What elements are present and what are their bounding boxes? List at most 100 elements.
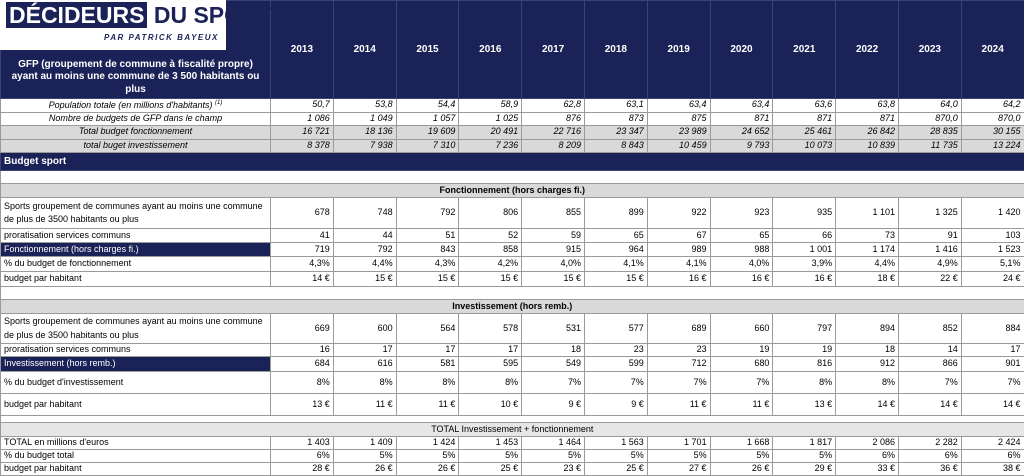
value-cell: 18 — [835, 343, 899, 357]
row-label: % du budget d'investissement — [0, 371, 271, 394]
value-cell: 20 491 — [458, 125, 523, 140]
value-cell: 680 — [709, 356, 774, 372]
value-cell: 1 817 — [772, 436, 837, 450]
value-cell: 54,4 — [395, 98, 460, 113]
value-cell: 549 — [521, 356, 585, 372]
value-cell: 15 € — [521, 271, 585, 287]
value-cell: 25 461 — [772, 125, 837, 140]
value-cell: 33 € — [835, 462, 899, 476]
value-cell: 18 — [521, 343, 585, 357]
value-cell: 65 — [709, 228, 774, 243]
value-cell: 5% — [521, 449, 585, 463]
value-cell: 912 — [835, 356, 899, 372]
value-cell: 1 424 — [395, 436, 460, 450]
value-cell: 3,9% — [772, 256, 837, 272]
value-cell: 14 — [897, 343, 962, 357]
row-label-text: Nombre de budgets de GFP dans le champ — [48, 112, 223, 123]
row-label-text: Population totale (en millions d'habitan… — [48, 99, 213, 110]
investissement-row: Investissement (hors remb.) 684 616 581 595 5… — [0, 356, 1024, 372]
value-cell: 595 — [458, 356, 523, 372]
value-cell: 10 839 — [835, 138, 899, 153]
value-cell: 4,2% — [458, 256, 523, 272]
value-cell: 6% — [897, 449, 962, 463]
value-cell: 578 — [458, 313, 523, 344]
value-cell: 599 — [583, 356, 648, 372]
value-cell: 22 € — [897, 271, 962, 287]
value-cell: 11 735 — [897, 138, 962, 153]
value-cell: 719 — [270, 242, 334, 257]
row-label: % du budget total — [0, 449, 271, 463]
value-cell: 17 — [395, 343, 460, 357]
value-cell: 15 € — [458, 271, 523, 287]
value-cell: 26 842 — [835, 125, 899, 140]
value-cell: 11 € — [646, 393, 711, 416]
brand-logo: DÉCIDEURS DU SPORT PAR PATRICK BAYEUX — [0, 0, 273, 50]
value-cell: 792 — [395, 197, 460, 229]
value-cell: 792 — [332, 242, 397, 257]
value-cell: 15 € — [583, 271, 648, 287]
value-cell: 63,8 — [835, 98, 899, 113]
value-cell: 689 — [646, 313, 711, 344]
value-cell: 38 € — [960, 462, 1024, 476]
value-cell: 1 453 — [458, 436, 523, 450]
value-cell: 5% — [395, 449, 460, 463]
investissement-row: proratisation services communs 16 17 17 17 18… — [0, 343, 1024, 357]
value-cell: 63,1 — [583, 98, 648, 113]
year-header: 2023 — [897, 0, 962, 99]
value-cell: 103 — [960, 228, 1024, 243]
value-cell: 28 835 — [897, 125, 962, 140]
value-cell: 1 416 — [897, 242, 962, 257]
fonctionnement-row: Sports groupement de communes ayant au m… — [0, 197, 1024, 229]
value-cell: 4,9% — [897, 256, 962, 272]
value-cell: 577 — [583, 313, 648, 344]
value-cell: 51 — [395, 228, 460, 243]
fonctionnement-row: budget par habitant 14 €15 €15 €15 €15 €1… — [0, 271, 1024, 287]
value-cell: 797 — [772, 313, 837, 344]
value-cell: 73 — [835, 228, 899, 243]
year-header: 2019 — [646, 0, 711, 99]
header-row: GFP (groupement de commune à fiscalité p… — [0, 0, 1024, 99]
value-cell: 855 — [521, 197, 585, 229]
value-cell: 11 € — [709, 393, 774, 416]
value-cell: 5% — [646, 449, 711, 463]
value-cell: 1 403 — [270, 436, 334, 450]
value-cell: 11 € — [395, 393, 460, 416]
context-row: Total budget fonctionnement 16 721 18 136 1… — [0, 125, 1024, 140]
value-cell: 7 938 — [332, 138, 397, 153]
value-cell: 1 420 — [960, 197, 1024, 229]
year-header: 2018 — [583, 0, 648, 99]
year-header: 2021 — [772, 0, 837, 99]
value-cell: 19 609 — [395, 125, 460, 140]
value-cell: 923 — [709, 197, 774, 229]
value-cell: 1 325 — [897, 197, 962, 229]
value-cell: 66 — [772, 228, 837, 243]
budget-sport-band-title: Budget sport — [0, 152, 1024, 171]
value-cell: 14 € — [835, 393, 899, 416]
value-cell: 2 424 — [960, 436, 1024, 450]
value-cell: 4,4% — [332, 256, 397, 272]
value-cell: 4,1% — [583, 256, 648, 272]
row-label: Sports groupement de communes ayant au m… — [0, 197, 271, 229]
value-cell: 1 049 — [332, 111, 397, 126]
value-cell: 63,6 — [772, 98, 837, 113]
value-cell: 22 716 — [521, 125, 585, 140]
value-cell: 876 — [521, 111, 585, 126]
row-label: Fonctionnement (hors charges fi.) — [0, 242, 271, 257]
value-cell: 1 464 — [521, 436, 585, 450]
value-cell: 712 — [646, 356, 711, 372]
logo-wordmark: DÉCIDEURS DU SPORT — [6, 2, 273, 29]
value-cell: 4,0% — [709, 256, 774, 272]
value-cell: 989 — [646, 242, 711, 257]
value-cell: 871 — [835, 111, 899, 126]
value-cell: 4,4% — [835, 256, 899, 272]
value-cell: 870,0 — [960, 111, 1024, 126]
spacer-row-title — [0, 415, 1024, 423]
value-cell: 669 — [270, 313, 334, 344]
value-cell: 9 € — [583, 393, 648, 416]
value-cell: 13 224 — [960, 138, 1024, 153]
year-header: 2024 — [960, 0, 1024, 99]
value-cell: 1 025 — [458, 111, 523, 126]
value-cell: 59 — [521, 228, 585, 243]
value-cell: 16 — [270, 343, 334, 357]
